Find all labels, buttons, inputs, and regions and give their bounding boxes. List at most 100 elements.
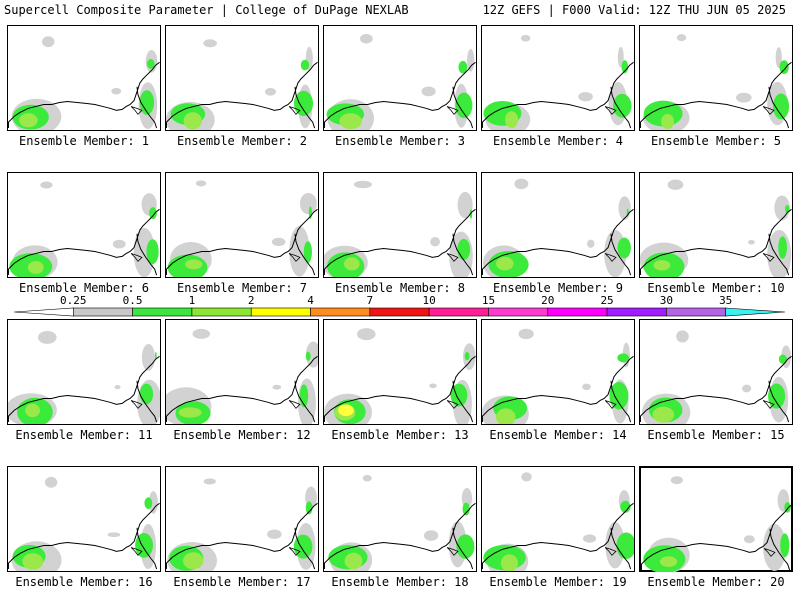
coastline xyxy=(762,253,775,262)
scp-map xyxy=(166,328,318,424)
scp-contour xyxy=(462,502,470,516)
scp-contour xyxy=(305,351,311,361)
panel-label: Ensemble Member: 3 xyxy=(334,134,466,148)
coastline xyxy=(324,208,476,276)
scp-contour xyxy=(496,256,514,271)
run-valid-time: 12Z GEFS | F000 Valid: 12Z THU JUN 05 20… xyxy=(482,3,786,17)
scp-contour xyxy=(652,406,675,423)
scp-contour xyxy=(450,383,468,407)
scp-map xyxy=(166,39,318,130)
ensemble-panel[interactable] xyxy=(7,25,161,131)
ensemble-panel[interactable] xyxy=(639,466,793,572)
ensemble-panel[interactable] xyxy=(481,319,635,425)
scp-contour xyxy=(344,552,363,570)
colorbar-swatch xyxy=(13,307,74,317)
colorbar-tick-label: 0.5 xyxy=(123,294,143,307)
coastline xyxy=(130,253,143,262)
scp-map xyxy=(166,478,318,571)
colorbar-tick-label: 1 xyxy=(189,294,196,307)
scp-map xyxy=(166,180,318,277)
scp-contour xyxy=(360,33,373,44)
scp-contour xyxy=(779,60,789,74)
ensemble-panel[interactable] xyxy=(481,25,635,131)
coastline xyxy=(130,547,143,556)
scp-contour xyxy=(747,239,755,245)
scp-contour xyxy=(139,383,154,405)
ensemble-panel[interactable] xyxy=(639,25,793,131)
ensemble-panel[interactable] xyxy=(7,172,161,278)
scp-contour xyxy=(362,474,372,482)
scp-contour xyxy=(429,383,437,389)
scp-contour xyxy=(735,92,752,103)
scp-contour xyxy=(617,353,630,363)
scp-contour xyxy=(587,239,595,248)
panel-label: Ensemble Member: 20 xyxy=(647,575,785,589)
ensemble-panel[interactable] xyxy=(165,319,319,425)
scp-contour xyxy=(272,384,282,390)
scp-contour xyxy=(264,87,277,96)
scp-map xyxy=(640,330,792,424)
panel-label: Ensemble Member: 10 xyxy=(647,281,785,295)
colorbar-tick-label: 35 xyxy=(719,294,732,307)
colorbar-tick-label: 20 xyxy=(541,294,554,307)
scp-contour xyxy=(653,260,671,271)
scp-contour xyxy=(299,192,317,215)
ensemble-panel[interactable] xyxy=(7,319,161,425)
coastline xyxy=(288,547,301,556)
ensemble-panel[interactable] xyxy=(323,25,477,131)
scp-contour xyxy=(203,478,216,485)
scp-contour xyxy=(461,487,473,509)
scp-contour xyxy=(457,191,473,219)
ensemble-panel[interactable] xyxy=(7,466,161,572)
scp-contour xyxy=(195,180,207,187)
panel-label: Ensemble Member: 6 xyxy=(18,281,150,295)
scp-contour xyxy=(267,529,282,540)
scp-map xyxy=(641,476,793,572)
scp-contour xyxy=(514,178,529,190)
ensemble-panel[interactable] xyxy=(323,319,477,425)
ensemble-panel[interactable] xyxy=(481,466,635,572)
ensemble-panel[interactable] xyxy=(165,172,319,278)
ensemble-panel[interactable] xyxy=(481,172,635,278)
scp-map xyxy=(482,178,634,277)
scp-contour xyxy=(613,93,632,118)
panel-label: Ensemble Member: 17 xyxy=(173,575,311,589)
scp-contour xyxy=(670,476,683,485)
scp-contour xyxy=(423,530,439,541)
scp-contour xyxy=(617,237,631,259)
coastline xyxy=(8,355,160,423)
ensemble-panel[interactable] xyxy=(639,319,793,425)
panel-label: Ensemble Member: 4 xyxy=(492,134,624,148)
scp-contour xyxy=(305,341,318,368)
coastline xyxy=(604,253,617,262)
colorbar-tick-label: 15 xyxy=(482,294,495,307)
colorbar-tick-label: 2 xyxy=(248,294,255,307)
ensemble-panel[interactable] xyxy=(323,172,477,278)
page-title: Supercell Composite Parameter | College … xyxy=(4,3,409,17)
scp-contour xyxy=(114,385,121,390)
panel-label: Ensemble Member: 8 xyxy=(334,281,466,295)
coastline xyxy=(8,61,160,129)
scp-map xyxy=(482,328,634,424)
ensemble-panel[interactable] xyxy=(639,172,793,278)
scp-contour xyxy=(520,34,531,42)
scp-contour xyxy=(763,523,787,571)
colorbar-swatch xyxy=(428,307,489,317)
ensemble-panel[interactable] xyxy=(165,25,319,131)
scp-contour xyxy=(293,90,314,116)
scp-contour xyxy=(780,533,790,558)
scp-contour xyxy=(620,500,631,513)
scp-contour xyxy=(469,209,473,219)
coastline xyxy=(604,400,617,409)
coastline xyxy=(288,253,301,262)
scp-contour xyxy=(659,556,678,567)
ensemble-panel[interactable] xyxy=(323,466,477,572)
scp-contour xyxy=(185,259,203,270)
ensemble-panel[interactable] xyxy=(165,466,319,572)
scp-contour xyxy=(338,404,354,417)
scp-contour xyxy=(300,59,310,71)
scp-contour xyxy=(183,112,202,130)
scp-contour xyxy=(37,330,57,344)
coastline xyxy=(446,547,459,556)
panel-label: Ensemble Member: 16 xyxy=(15,575,153,589)
